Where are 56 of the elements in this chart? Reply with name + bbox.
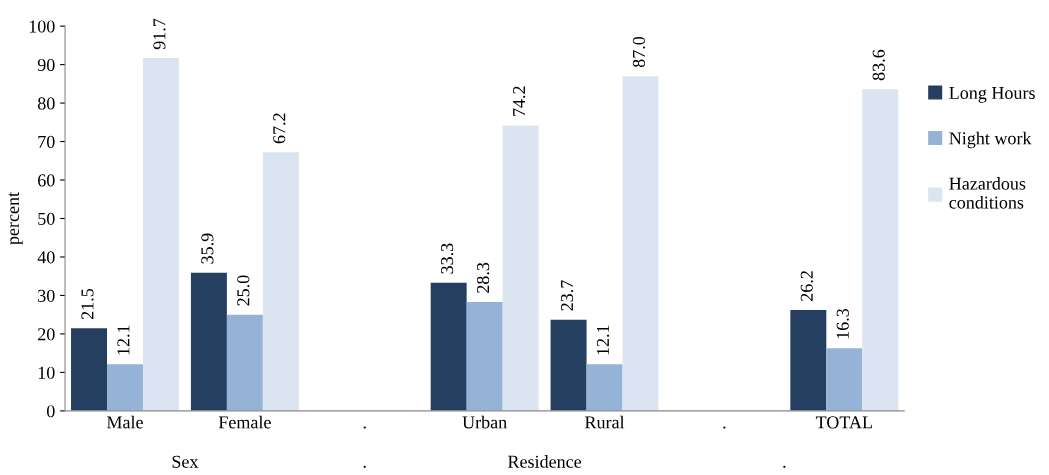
y-tick-label: 60 xyxy=(38,174,55,187)
y-tick-label: 100 xyxy=(29,20,55,33)
y-tick-label: 90 xyxy=(37,58,55,72)
text: 91.7 xyxy=(153,18,166,50)
bar xyxy=(430,282,467,411)
bar xyxy=(622,76,659,411)
bar xyxy=(502,125,539,411)
y-axis-title: percent xyxy=(8,192,23,245)
text: 23.7 xyxy=(560,280,574,311)
text: Residence xyxy=(508,455,582,468)
text: 12.1 xyxy=(596,325,610,355)
text: Sex xyxy=(172,455,199,468)
x-tick-label: . xyxy=(363,426,366,429)
y-tick-label: 10 xyxy=(38,366,55,379)
legend-label: Long Hours xyxy=(949,87,1035,103)
text: 35.9 xyxy=(201,233,214,264)
bar xyxy=(466,301,503,411)
bar xyxy=(71,328,107,411)
bar xyxy=(190,272,227,411)
x-tick-label: Rural xyxy=(584,415,625,429)
text: 87.0 xyxy=(632,36,646,68)
y-tick-label: 20 xyxy=(38,328,55,341)
y-tick-label: 30 xyxy=(38,289,55,302)
text: . xyxy=(783,465,786,468)
legend-label: Hazardous conditions xyxy=(949,177,1026,209)
y-tick-label: 40 xyxy=(37,251,55,264)
bar xyxy=(107,364,143,411)
bar xyxy=(550,319,587,411)
text: 74.2 xyxy=(512,86,526,116)
text: 83.6 xyxy=(872,49,885,81)
y-tick-label: 50 xyxy=(38,212,55,225)
text: 67.2 xyxy=(273,113,286,144)
x-tick-label: TOTAL xyxy=(815,416,872,429)
text: 25.0 xyxy=(237,275,250,306)
text: 28.3 xyxy=(476,262,490,293)
text: 21.5 xyxy=(81,288,94,320)
text: . xyxy=(363,465,366,468)
bar xyxy=(826,348,863,411)
legend-label: Night work xyxy=(949,131,1032,149)
x-tick-label: Female xyxy=(218,415,271,429)
x-tick-label: . xyxy=(723,426,726,429)
bar xyxy=(790,310,827,411)
x-tick-label: Urban xyxy=(462,415,507,429)
bar xyxy=(262,152,299,411)
bar xyxy=(142,58,179,411)
x-tick-label: Male xyxy=(106,415,143,429)
text: 16.3 xyxy=(836,308,849,339)
text: 26.2 xyxy=(800,271,813,301)
text: 33.3 xyxy=(441,243,454,274)
y-tick-label: 70 xyxy=(38,135,55,148)
bar xyxy=(586,364,623,411)
y-tick-label: 0 xyxy=(46,405,55,418)
bar xyxy=(226,314,263,411)
bar xyxy=(862,89,899,411)
text: 12.1 xyxy=(117,325,130,355)
y-tick-label: 80 xyxy=(37,97,55,110)
